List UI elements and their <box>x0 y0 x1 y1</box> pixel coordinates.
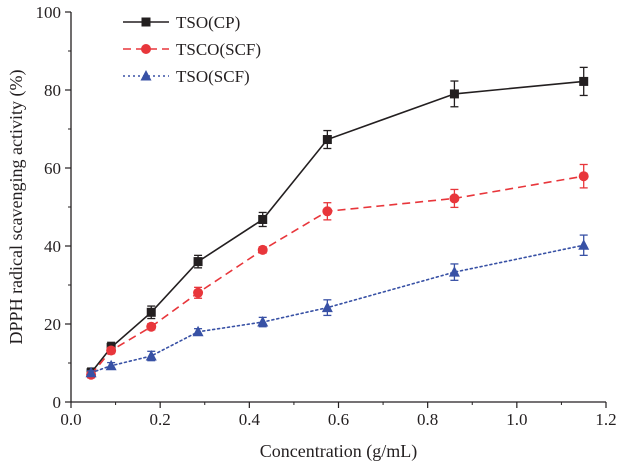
series-line <box>90 175 584 376</box>
data-point <box>579 76 589 86</box>
data-point <box>449 89 459 99</box>
data-point <box>321 301 333 313</box>
x-axis-label: Concentration (g/mL) <box>260 441 417 462</box>
y-axis-label: DPPH radical scavenging activity (%) <box>6 70 27 345</box>
series-line <box>90 244 585 374</box>
x-tick-label: 0.4 <box>239 410 261 429</box>
y-tick-label: 80 <box>44 81 61 100</box>
data-point <box>258 214 268 224</box>
data-point <box>146 307 156 317</box>
ticks: 0.0 0.2 0.4 0.6 0.8 1.0 1.2 0 20 40 60 80 100 <box>36 3 617 429</box>
data-point <box>578 171 589 182</box>
legend-label: TSO(CP) <box>176 13 240 32</box>
x-tick-label: 0.0 <box>60 410 81 429</box>
data-point <box>257 316 269 327</box>
data-point <box>106 345 117 356</box>
legend-label: TSO(SCF) <box>176 67 250 86</box>
data-point <box>322 206 333 217</box>
data-point <box>146 321 157 332</box>
data-point <box>193 287 204 298</box>
legend-item: TSO(CP) <box>123 13 240 32</box>
legend-item: TSCO(SCF) <box>123 40 261 59</box>
x-tick-label: 1.0 <box>506 410 527 429</box>
data-point <box>145 349 157 361</box>
series-layer <box>85 66 590 380</box>
legend-label: TSCO(SCF) <box>176 40 261 59</box>
plot-area <box>71 12 606 402</box>
series-tso-scf <box>85 234 590 378</box>
y-tick-label: 100 <box>36 3 62 22</box>
legend-marker <box>141 44 151 54</box>
data-point <box>257 244 268 255</box>
legend-item: TSO(SCF) <box>123 67 250 86</box>
data-point <box>449 193 460 204</box>
data-point <box>448 266 460 277</box>
legend-marker <box>140 70 152 81</box>
data-point <box>193 257 203 267</box>
y-tick-label: 60 <box>44 159 61 178</box>
series-tsco-scf <box>86 163 589 380</box>
data-point <box>192 325 204 337</box>
x-tick-label: 1.2 <box>595 410 616 429</box>
legend: TSO(CP) TSCO(SCF) TSO(SCF) <box>123 13 261 86</box>
data-point <box>85 366 97 378</box>
y-tick-label: 0 <box>53 393 62 412</box>
series-line <box>90 80 584 374</box>
data-point <box>105 359 117 371</box>
x-tick-label: 0.2 <box>150 410 171 429</box>
y-tick-label: 40 <box>44 237 61 256</box>
legend-marker <box>141 17 151 27</box>
data-point <box>578 239 590 250</box>
x-tick-label: 0.6 <box>328 410 349 429</box>
data-point <box>322 135 332 145</box>
x-tick-label: 0.8 <box>417 410 438 429</box>
y-tick-label: 20 <box>44 315 61 334</box>
